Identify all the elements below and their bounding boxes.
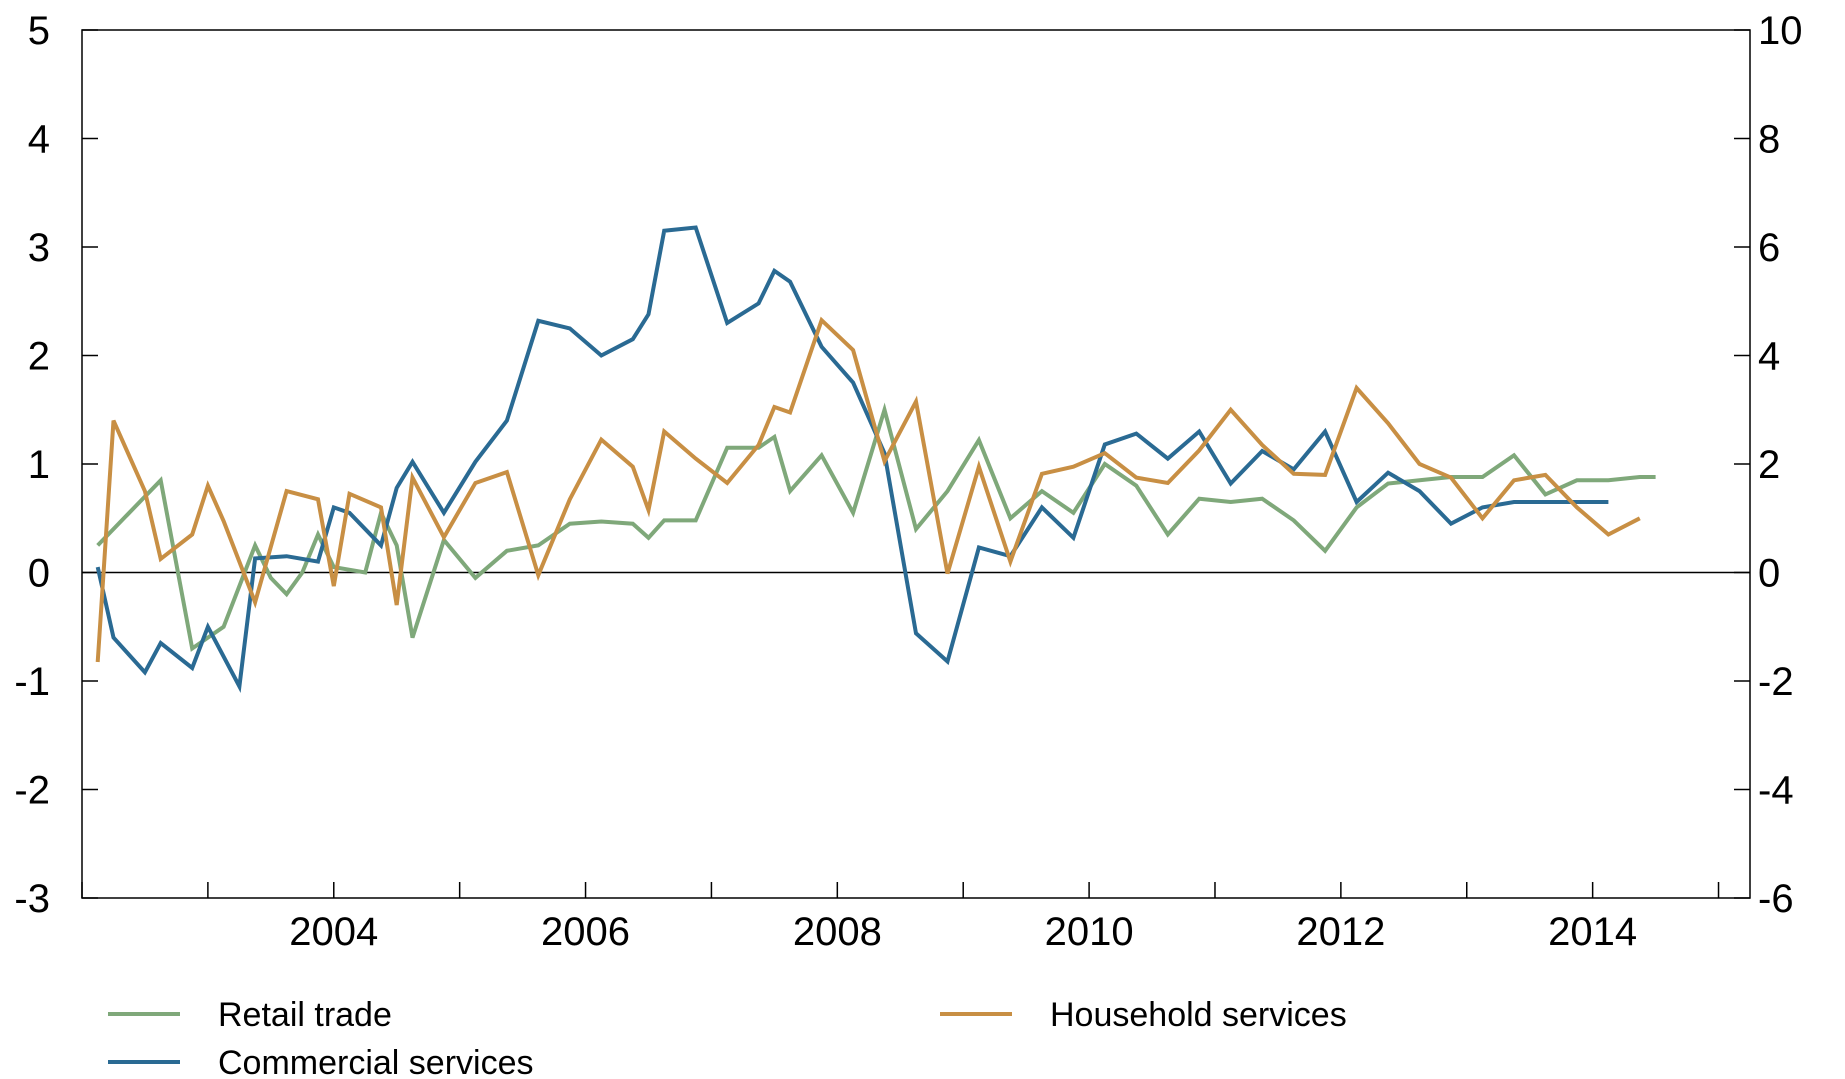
left-axis-tick-label: 3 [28,226,50,270]
series-line-household-services [95,316,1641,663]
x-axis: 2004 2006 2008 2010 2012 2014 [81,882,1720,954]
left-axis-tick-label: 0 [28,552,50,596]
legend-label-commercial-services: Commercial services [218,1044,534,1079]
right-axis: -6 -4 -2 0 2 4 6 8 10 [1734,9,1803,921]
x-axis-tick-label: 2006 [541,910,630,954]
left-axis-tick-label: 4 [28,118,50,162]
series-line-commercial-services [95,225,1609,693]
right-axis-tick-label: 0 [1758,552,1780,596]
right-axis-tick-label: 8 [1758,118,1780,162]
left-axis: -3 -2 -1 0 1 2 3 4 5 [14,9,98,921]
x-axis-tick-label: 2004 [289,910,378,954]
x-axis-tick-label: 2010 [1045,910,1134,954]
legend: Retail trade Commercial services Household… [108,996,1347,1079]
right-axis-tick-label: 2 [1758,443,1780,487]
left-axis-tick-label: 5 [28,9,50,53]
right-axis-tick-label: 6 [1758,226,1780,270]
series-lines [95,225,1656,693]
series-line-retail-trade [96,402,1656,652]
legend-label-retail-trade: Retail trade [218,996,392,1034]
right-axis-tick-label: 10 [1758,9,1803,53]
x-axis-tick-label: 2012 [1296,910,1385,954]
right-axis-tick-label: 4 [1758,335,1780,379]
left-axis-tick-label: -1 [14,660,50,704]
left-axis-tick-label: -2 [14,769,50,813]
left-axis-tick-label: 1 [28,443,50,487]
legend-label-household-services: Household services [1050,996,1347,1034]
left-axis-tick-label: 2 [28,335,50,379]
left-axis-tick-label: -3 [14,877,50,921]
x-axis-tick-label: 2008 [793,910,882,954]
right-axis-tick-label: -6 [1758,877,1794,921]
right-axis-tick-label: -2 [1758,660,1794,704]
x-axis-tick-label: 2014 [1548,910,1637,954]
right-axis-tick-label: -4 [1758,769,1794,813]
